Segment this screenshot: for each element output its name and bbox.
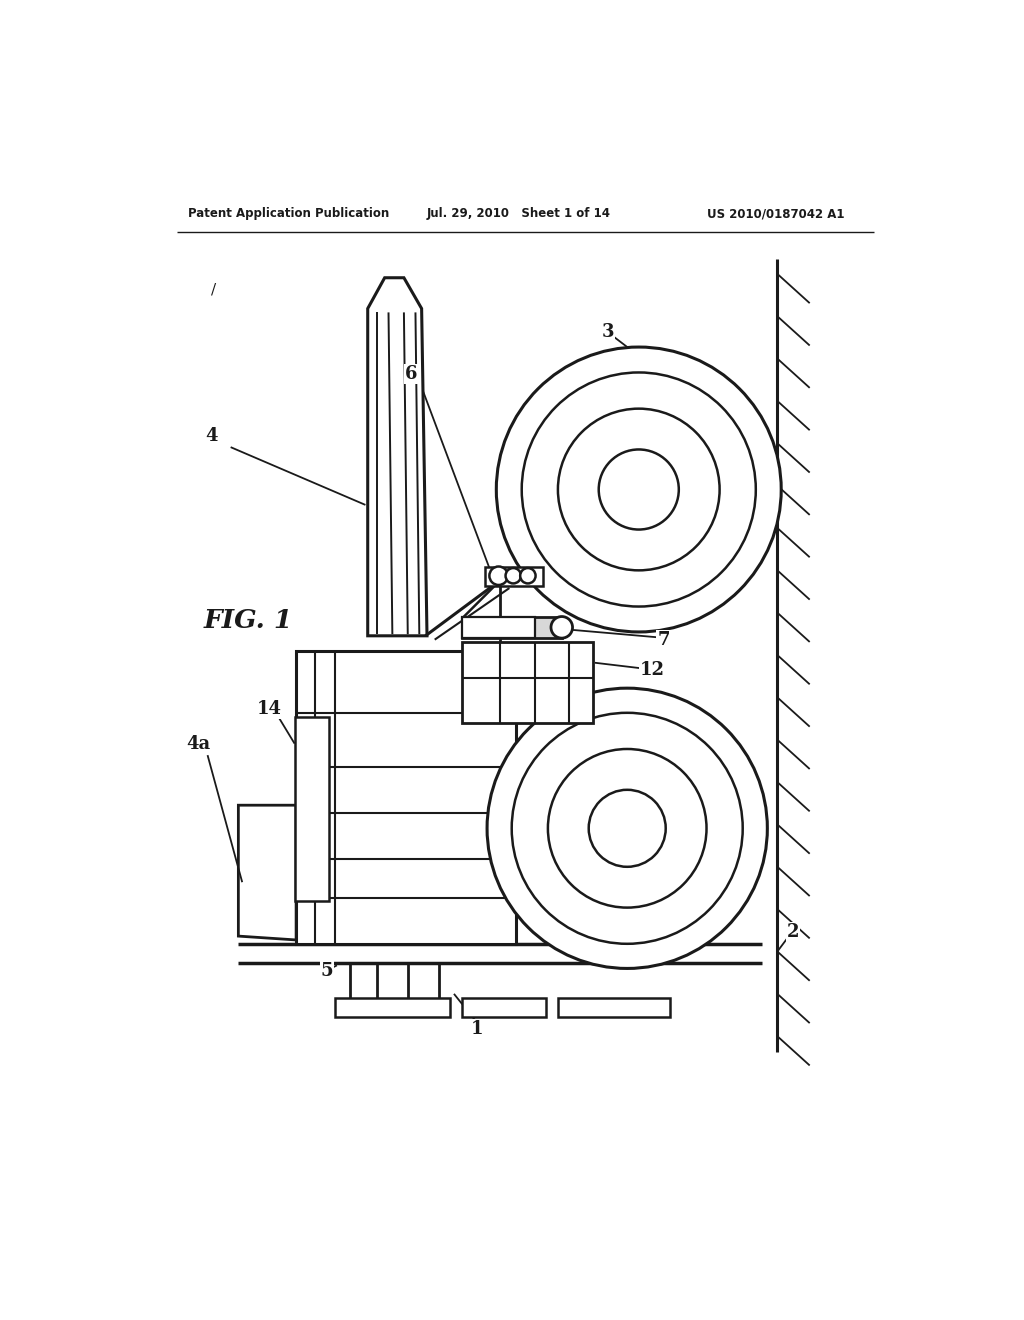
Text: 4a: 4a [186,735,210,752]
Circle shape [487,688,767,969]
Bar [462,616,562,638]
Bar [335,998,451,1016]
Text: FIG. 1: FIG. 1 [204,609,293,632]
Bar [462,998,547,1016]
Circle shape [589,789,666,867]
Bar [462,616,535,638]
Circle shape [520,568,536,583]
Bar [462,642,593,723]
Circle shape [551,616,572,638]
Bar [558,998,670,1016]
Bar [295,717,330,902]
Text: 3: 3 [602,322,614,341]
Text: 12: 12 [640,661,666,680]
Circle shape [548,748,707,908]
Circle shape [506,568,521,583]
Text: /: / [211,282,216,296]
Text: 5: 5 [321,962,333,979]
Circle shape [489,566,508,585]
Text: 14: 14 [257,700,282,718]
Circle shape [599,449,679,529]
Bar [484,566,543,586]
Text: 2: 2 [786,923,799,941]
Bar [296,651,515,944]
Text: US 2010/0187042 A1: US 2010/0187042 A1 [707,207,844,220]
Text: 7: 7 [657,631,670,648]
Circle shape [497,347,781,632]
Text: Patent Application Publication: Patent Application Publication [188,207,389,220]
Text: Jul. 29, 2010   Sheet 1 of 14: Jul. 29, 2010 Sheet 1 of 14 [427,207,611,220]
Text: 6: 6 [406,366,418,383]
Text: 4: 4 [205,426,218,445]
Circle shape [521,372,756,607]
Text: 1: 1 [471,1019,483,1038]
Polygon shape [239,805,296,940]
Polygon shape [368,277,427,636]
Circle shape [512,713,742,944]
Circle shape [558,409,720,570]
